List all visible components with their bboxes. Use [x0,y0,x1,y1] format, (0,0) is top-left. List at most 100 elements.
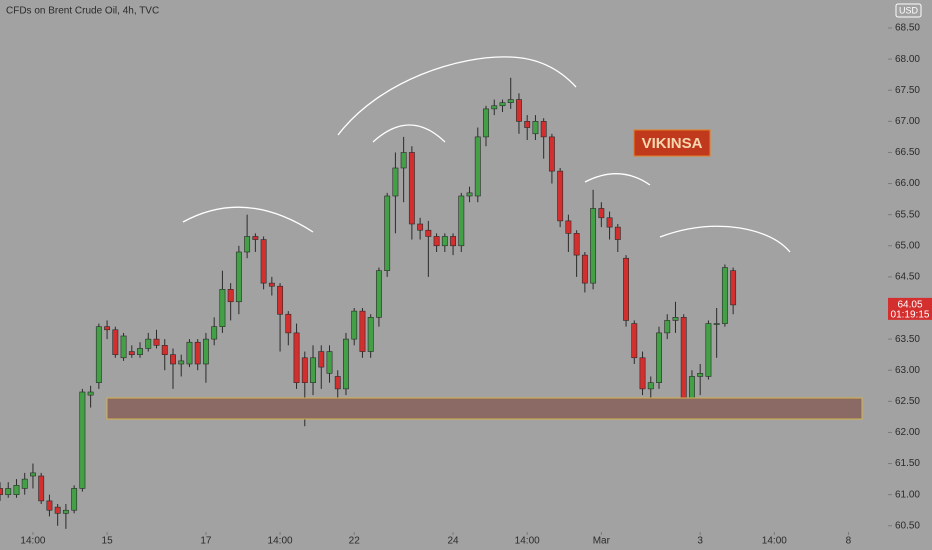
x-tick-label: 17 [200,536,212,547]
candle-body [343,338,349,390]
candle-body [565,220,572,234]
arc [659,225,791,253]
candle-body [137,348,143,355]
candle-body [441,236,448,247]
candle-body [614,226,621,240]
candle-body [458,195,465,247]
candle-body [491,105,498,110]
candle-body [95,326,102,383]
y-tick-label: 66.00 [895,178,920,189]
candle-body [79,391,86,489]
x-tick-label: 14:00 [515,536,540,547]
y-tick-label: 61.00 [895,489,920,500]
candle-body [466,192,473,197]
currency: USD [899,5,919,15]
x-tick-label: 24 [447,536,459,547]
countdown: 01:19:15 [891,310,930,321]
candle-body [71,488,78,511]
candle-body [326,351,333,374]
candle-body [590,208,597,284]
candle-body [301,357,308,383]
y-tick-label: 66.50 [895,147,920,158]
candle-body [194,341,201,365]
x-tick-label: 15 [102,536,114,547]
candle-body [425,229,432,237]
arc [182,206,314,233]
candle-body [705,323,712,377]
arc [372,124,446,143]
candle-body [145,338,152,349]
candle-body [170,354,176,365]
candle-body [161,345,168,355]
candle-body [367,317,374,352]
candle-body [293,332,300,383]
candle-body [203,338,209,365]
candle-body [178,360,185,365]
candle-body [433,236,440,247]
candle-body [713,323,720,325]
candle-body [46,500,53,511]
candle-body [219,289,226,327]
candle-body [153,338,160,346]
candle-body [598,208,605,219]
candle-body [21,478,28,489]
candle-body [351,310,358,340]
x-tick-label: 14:00 [268,536,293,547]
candle-body [417,223,424,231]
candle-body [277,285,284,315]
candle-body [5,488,12,495]
candle-body [318,351,325,368]
candle-body [524,121,531,128]
watermark-bg [633,129,711,157]
candle-body [13,485,20,495]
candle-body [128,351,135,355]
candle-body [62,509,69,514]
candle-body [400,152,407,169]
candle-body [120,335,127,359]
axes: 60.5061.0061.5062.0062.5063.0063.5064.00… [20,23,920,547]
candle-body [0,488,3,495]
candle-body [647,382,654,390]
candle-body [54,506,61,514]
candle-body [730,270,737,306]
candle-body [211,326,218,340]
y-tick-label: 67.50 [895,85,920,96]
candle-body [639,357,646,390]
arc [337,56,577,136]
candle-body [384,195,391,271]
candle-body [623,257,629,321]
plot [0,77,737,529]
support-zone [106,397,863,420]
candle-body [680,317,687,408]
candle-body [310,357,316,383]
y-tick-label: 62.50 [895,396,920,407]
candle-body [697,373,704,377]
candle-body [450,236,456,247]
candle-body [631,323,638,359]
watermark-box: VIKINSA [633,129,711,157]
candle-body [392,167,399,197]
candle-body [334,376,341,390]
y-tick-label: 68.00 [895,54,920,65]
candle-body [252,236,259,240]
candle-body [285,313,292,334]
candle-body [664,320,671,334]
y-tick-label: 67.00 [895,116,920,127]
x-tick-label: 14:00 [20,536,45,547]
x-tick-label: 8 [846,536,852,547]
candle-body [30,472,36,477]
candle-body [87,391,94,396]
x-tick-label: 22 [349,536,361,547]
y-tick-label: 63.00 [895,365,920,376]
candle-body [548,136,555,172]
x-tick-label: 3 [697,536,703,547]
drawings [106,56,863,420]
candle-body [656,332,662,383]
candle-body [38,475,45,502]
x-tick-label: 14:00 [762,536,787,547]
last-price-box [888,297,932,320]
candle-body [499,102,506,107]
candle-body [573,233,580,256]
